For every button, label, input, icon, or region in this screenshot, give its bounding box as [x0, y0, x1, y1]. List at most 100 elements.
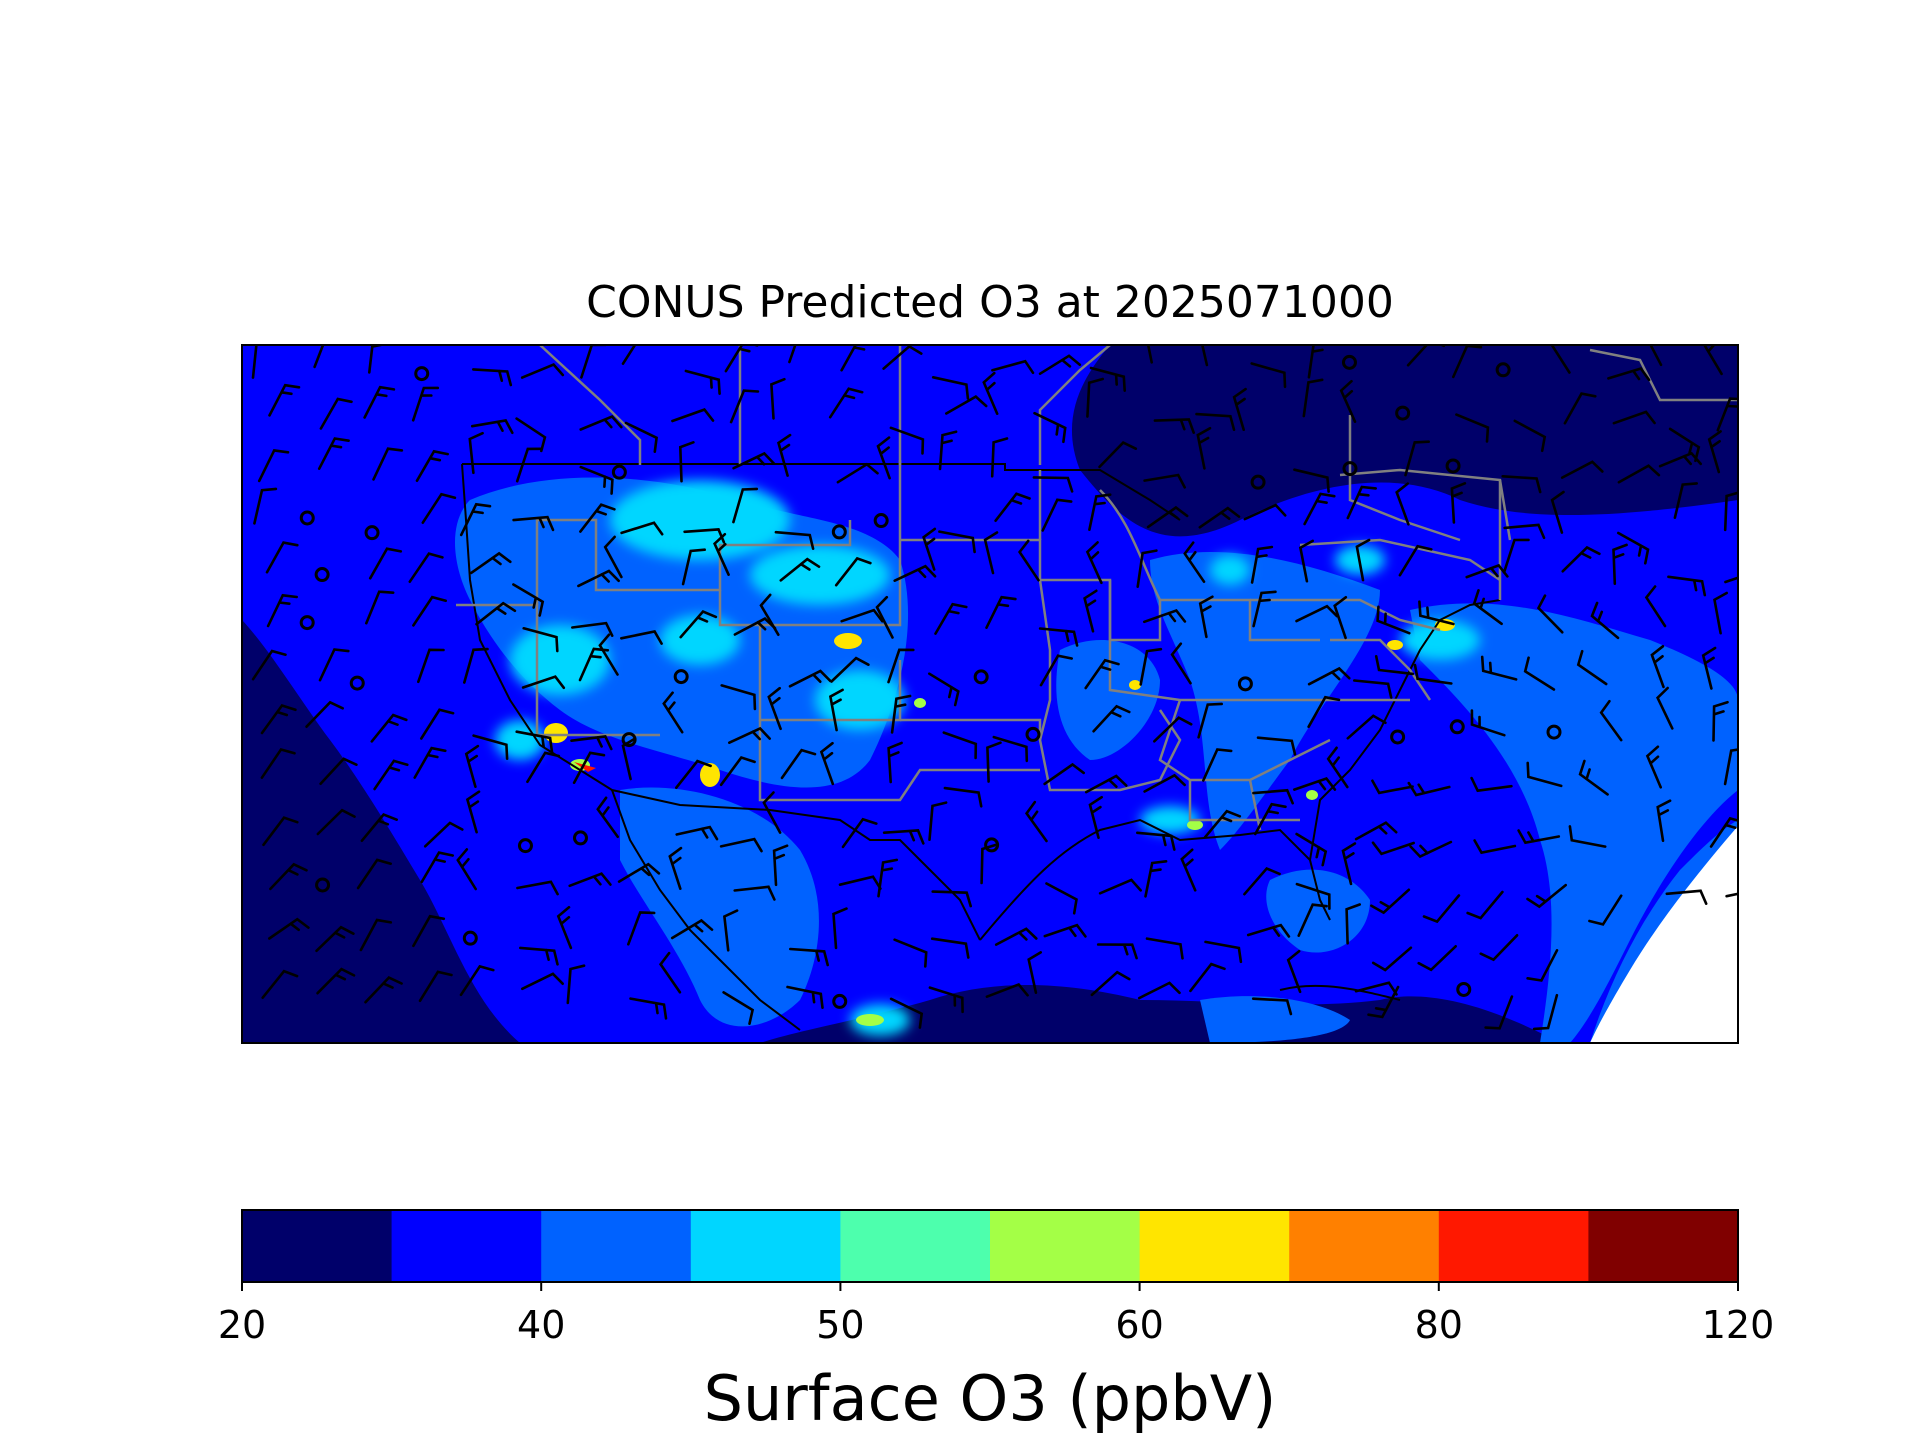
wind-barb [420, 851, 454, 884]
wind-barb [1295, 604, 1339, 623]
wind-barb [370, 713, 408, 743]
wind-barb [1085, 541, 1103, 585]
wind-barb [1086, 377, 1104, 418]
wind-barb [1202, 748, 1233, 782]
wind-barb [1200, 345, 1209, 367]
colorbar-segment [840, 1210, 991, 1282]
wind-barb [1607, 366, 1651, 382]
wind-barb [840, 608, 884, 623]
calm-wind-marker [873, 513, 889, 529]
ozone-field [242, 345, 1738, 1043]
wind-barb [722, 991, 755, 1025]
wind-barb [571, 621, 614, 637]
wind-barb [1346, 485, 1377, 520]
wind-barb [1665, 889, 1708, 905]
wind-barb [1137, 981, 1181, 1000]
calm-wind-marker [1449, 719, 1465, 735]
wind-barb [675, 825, 719, 841]
wind-barb [526, 751, 561, 784]
map-title: CONUS Predicted O3 at 2025071000 [586, 277, 1394, 328]
wind-barb [938, 530, 976, 554]
wind-barb [268, 917, 310, 940]
calm-wind-marker [1390, 729, 1406, 745]
wind-barb [985, 982, 1029, 998]
wind-barb [1092, 704, 1131, 733]
wind-barb [1422, 894, 1461, 924]
wind-barb [620, 630, 663, 645]
wind-barb [1143, 473, 1186, 489]
wind-barb [985, 595, 1017, 629]
wind-barb [928, 672, 960, 707]
wind-barb [828, 387, 864, 419]
wind-barb [265, 541, 299, 574]
wind-barb [629, 997, 668, 1020]
wind-barb [356, 858, 392, 890]
calm-wind-marker [462, 930, 478, 946]
wind-barb [1712, 700, 1729, 742]
calm-wind-marker [314, 567, 330, 583]
wind-barb [624, 421, 659, 453]
wind-barb [1367, 985, 1400, 1019]
wind-barb [1599, 699, 1623, 742]
wind-barb [464, 744, 480, 788]
wind-barb [512, 583, 545, 617]
wind-barb [1098, 878, 1142, 895]
wind-barb [1645, 745, 1662, 789]
wind-barb [930, 937, 970, 959]
wind-barb [1409, 840, 1453, 859]
wind-barb [423, 821, 464, 848]
calm-wind-marker [1025, 726, 1041, 742]
wind-barb [1517, 829, 1561, 845]
wind-barb [1170, 642, 1192, 685]
wind-barb [1563, 392, 1597, 425]
wind-barb [316, 967, 356, 995]
wind-barb [986, 741, 1002, 783]
wind-barb [732, 451, 776, 470]
colorbar-frame [241, 1209, 1739, 1283]
wind-barb [417, 648, 445, 684]
wind-barb [1043, 923, 1087, 938]
wind-barb [1017, 539, 1040, 582]
wind-barb [459, 964, 495, 997]
calm-wind-marker [364, 525, 380, 541]
wind-barb [890, 694, 912, 734]
wind-barb [1576, 649, 1608, 686]
wind-barb [512, 515, 555, 532]
wind-barb [1526, 949, 1559, 982]
wind-barb [1203, 809, 1242, 839]
wind-barb [1649, 345, 1663, 367]
wind-barb [359, 918, 393, 952]
wind-barb [1146, 345, 1153, 364]
wind-barb [720, 684, 757, 711]
wind-barb [251, 649, 287, 681]
wind-barb [1144, 860, 1168, 898]
calm-wind-marker [831, 524, 847, 540]
wind-barb [1370, 888, 1411, 915]
wind-barb [928, 986, 964, 1014]
wind-barb [305, 700, 344, 728]
wind-barb [1536, 594, 1564, 634]
wind-barb [945, 395, 988, 415]
wind-barb [580, 345, 608, 379]
colorbar-tick-label: 50 [816, 1303, 864, 1347]
wind-barb [570, 734, 613, 751]
state-boundaries [456, 345, 1738, 831]
wind-barb [828, 688, 844, 732]
wind-barb [875, 595, 894, 639]
wind-barb [983, 531, 999, 575]
wind-barb [934, 602, 968, 635]
wind-barb [1024, 800, 1048, 843]
wind-barb [420, 708, 455, 740]
wind-barb [1523, 656, 1556, 691]
wind-barb [579, 465, 614, 495]
wind-barb [942, 731, 978, 760]
wind-barb [1588, 894, 1623, 926]
wind-barb [982, 371, 999, 415]
wind-barb [1398, 544, 1433, 577]
wind-barb [992, 735, 1029, 763]
colorbar-label: Surface O3 (ppbV) [704, 1362, 1277, 1435]
wind-barb [620, 521, 664, 536]
wind-barb [519, 946, 559, 966]
wind-barb [317, 437, 350, 470]
wind-barb [882, 829, 925, 845]
